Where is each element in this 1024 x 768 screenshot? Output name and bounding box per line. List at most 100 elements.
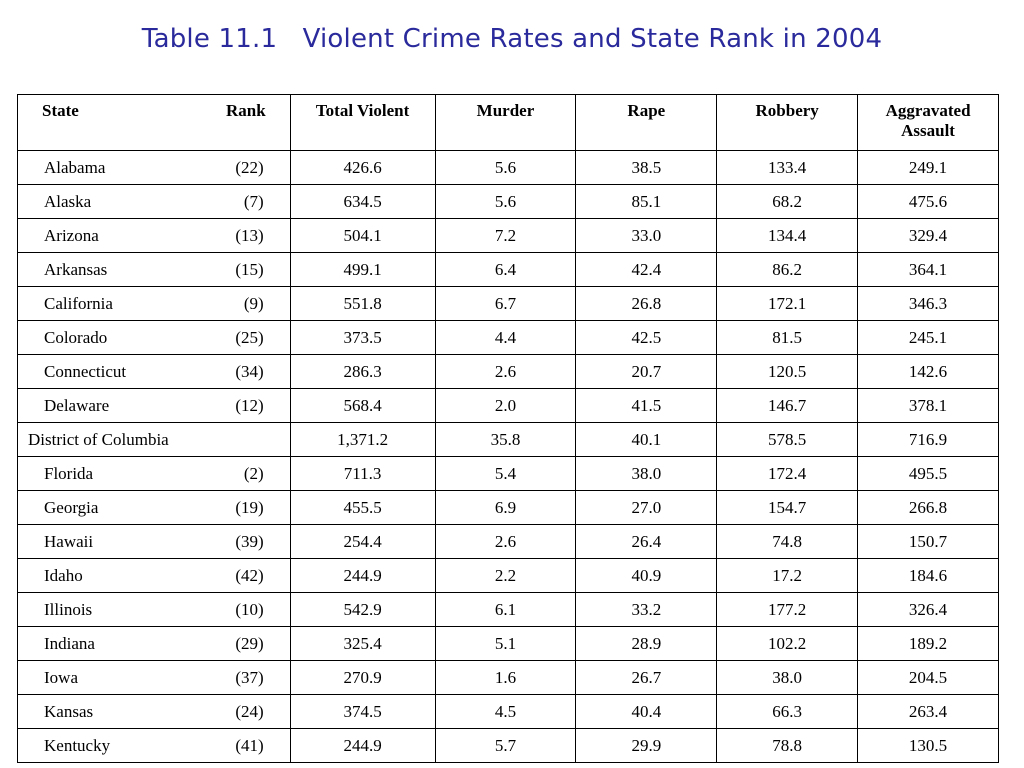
header-state: State xyxy=(42,101,79,120)
state-rank-cell: Kentucky (41) xyxy=(17,728,291,763)
state-rank-cell: Arkansas (15) xyxy=(17,252,291,287)
state-name: California xyxy=(44,293,113,313)
robbery-cell: 154.7 xyxy=(716,490,859,525)
state-rank-cell: Kansas (24) xyxy=(17,694,291,729)
total-violent-cell: 568.4 xyxy=(289,388,436,423)
state-name: Iowa xyxy=(44,667,78,687)
table-row: Illinois (10) 542.9 6.1 33.2 177.2 326.4 xyxy=(17,592,999,627)
header-total-violent: Total Violent xyxy=(289,94,436,151)
header-robbery: Robbery xyxy=(716,94,859,151)
robbery-cell: 133.4 xyxy=(716,150,859,185)
aggravated-assault-cell: 184.6 xyxy=(857,558,999,593)
state-rank-cell: Connecticut (34) xyxy=(17,354,291,389)
state-rank: (42) xyxy=(235,565,264,585)
rape-cell: 29.9 xyxy=(575,728,718,763)
table-row: Colorado (25) 373.5 4.4 42.5 81.5 245.1 xyxy=(17,320,999,355)
state-rank-cell: District of Columbia xyxy=(17,422,291,457)
murder-cell: 5.6 xyxy=(434,184,577,219)
state-rank-cell: Iowa (37) xyxy=(17,660,291,695)
murder-cell: 5.1 xyxy=(434,626,577,661)
state-name: Alaska xyxy=(44,191,92,211)
rape-cell: 28.9 xyxy=(575,626,718,661)
state-rank: (34) xyxy=(235,361,264,381)
robbery-cell: 68.2 xyxy=(716,184,859,219)
aggravated-assault-cell: 346.3 xyxy=(857,286,999,321)
table-row: District of Columbia 1,371.2 35.8 40.1 578.5… xyxy=(17,422,999,457)
aggravated-assault-cell: 329.4 xyxy=(857,218,999,253)
rape-cell: 42.4 xyxy=(575,252,718,287)
robbery-cell: 66.3 xyxy=(716,694,859,729)
murder-cell: 5.4 xyxy=(434,456,577,491)
state-rank-cell: Arizona (13) xyxy=(17,218,291,253)
murder-cell: 2.6 xyxy=(434,524,577,559)
murder-cell: 2.6 xyxy=(434,354,577,389)
table-row: Hawaii (39) 254.4 2.6 26.4 74.8 150.7 xyxy=(17,524,999,559)
state-name: Indiana xyxy=(44,633,95,653)
state-rank-cell: Georgia (19) xyxy=(17,490,291,525)
state-name: Kentucky xyxy=(44,735,111,755)
rape-cell: 33.0 xyxy=(575,218,718,253)
state-rank: (7) xyxy=(243,191,264,211)
rape-cell: 20.7 xyxy=(575,354,718,389)
table-row: Alabama (22) 426.6 5.6 38.5 133.4 249.1 xyxy=(17,150,999,185)
robbery-cell: 17.2 xyxy=(716,558,859,593)
state-rank-cell: Illinois (10) xyxy=(17,592,291,627)
state-rank: (9) xyxy=(243,293,264,313)
header-aggravated-assault: Aggravated Assault xyxy=(857,94,999,151)
robbery-cell: 578.5 xyxy=(716,422,859,457)
murder-cell: 5.7 xyxy=(434,728,577,763)
murder-cell: 1.6 xyxy=(434,660,577,695)
robbery-cell: 102.2 xyxy=(716,626,859,661)
total-violent-cell: 244.9 xyxy=(289,558,436,593)
total-violent-cell: 1,371.2 xyxy=(289,422,436,457)
table-row: Florida (2) 711.3 5.4 38.0 172.4 495.5 xyxy=(17,456,999,491)
murder-cell: 6.4 xyxy=(434,252,577,287)
table-body: Alabama (22) 426.6 5.6 38.5 133.4 249.1 Alaska (… xyxy=(17,150,999,763)
state-rank-cell: Delaware (12) xyxy=(17,388,291,423)
table-row: Kansas (24) 374.5 4.5 40.4 66.3 263.4 xyxy=(17,694,999,729)
header-state-rank: State Rank xyxy=(17,94,291,151)
rape-cell: 40.1 xyxy=(575,422,718,457)
total-violent-cell: 426.6 xyxy=(289,150,436,185)
state-rank: (25) xyxy=(235,327,264,347)
rape-cell: 42.5 xyxy=(575,320,718,355)
state-rank: (22) xyxy=(235,157,264,177)
rape-cell: 85.1 xyxy=(575,184,718,219)
state-rank-cell: Idaho (42) xyxy=(17,558,291,593)
state-rank: (12) xyxy=(235,395,264,415)
aggravated-assault-cell: 204.5 xyxy=(857,660,999,695)
state-name: Delaware xyxy=(44,395,110,415)
robbery-cell: 74.8 xyxy=(716,524,859,559)
rape-cell: 26.8 xyxy=(575,286,718,321)
murder-cell: 6.7 xyxy=(434,286,577,321)
state-name: Hawaii xyxy=(44,531,94,551)
total-violent-cell: 711.3 xyxy=(289,456,436,491)
aggravated-assault-cell: 364.1 xyxy=(857,252,999,287)
page-title: Table 11.1 Violent Crime Rates and State… xyxy=(141,24,883,54)
aggravated-assault-cell: 266.8 xyxy=(857,490,999,525)
aggravated-assault-cell: 378.1 xyxy=(857,388,999,423)
table-row: Indiana (29) 325.4 5.1 28.9 102.2 189.2 xyxy=(17,626,999,661)
total-violent-cell: 551.8 xyxy=(289,286,436,321)
state-rank-cell: Indiana (29) xyxy=(17,626,291,661)
table-row: Georgia (19) 455.5 6.9 27.0 154.7 266.8 xyxy=(17,490,999,525)
rape-cell: 33.2 xyxy=(575,592,718,627)
total-violent-cell: 499.1 xyxy=(289,252,436,287)
total-violent-cell: 634.5 xyxy=(289,184,436,219)
aggravated-assault-cell: 475.6 xyxy=(857,184,999,219)
state-rank: (39) xyxy=(235,531,264,551)
aggravated-assault-cell: 249.1 xyxy=(857,150,999,185)
table-row: Idaho (42) 244.9 2.2 40.9 17.2 184.6 xyxy=(17,558,999,593)
total-violent-cell: 270.9 xyxy=(289,660,436,695)
state-name: Alabama xyxy=(44,157,106,177)
state-rank: (13) xyxy=(235,225,264,245)
murder-cell: 35.8 xyxy=(434,422,577,457)
state-name: Colorado xyxy=(44,327,108,347)
table-row: Arizona (13) 504.1 7.2 33.0 134.4 329.4 xyxy=(17,218,999,253)
murder-cell: 2.0 xyxy=(434,388,577,423)
state-rank: (2) xyxy=(243,463,264,483)
total-violent-cell: 286.3 xyxy=(289,354,436,389)
total-violent-cell: 325.4 xyxy=(289,626,436,661)
table-header-row: State Rank Total Violent Murder Rape Rob… xyxy=(17,94,999,151)
header-rank: Rank xyxy=(225,101,266,120)
